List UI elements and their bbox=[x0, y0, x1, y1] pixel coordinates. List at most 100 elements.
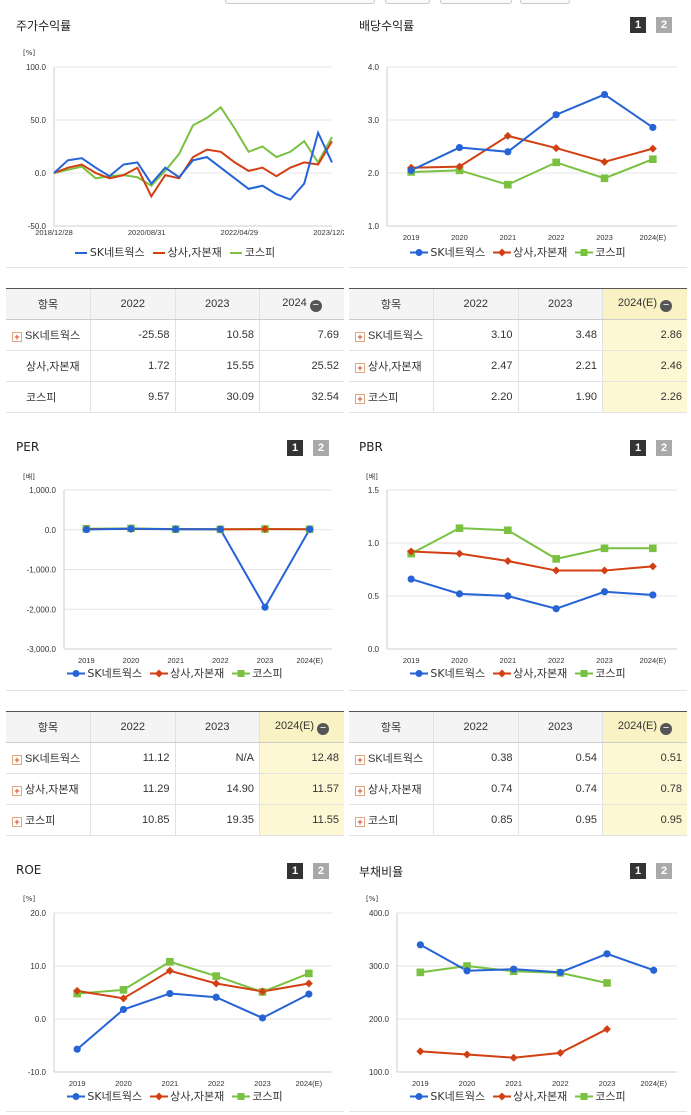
legend-marker bbox=[74, 252, 87, 254]
y-tick-label: -1,000.0 bbox=[27, 566, 57, 575]
expand-plus-icon[interactable]: + bbox=[12, 786, 22, 796]
legend-item-sk: SK네트웍스 bbox=[74, 244, 145, 260]
data-point bbox=[603, 979, 611, 987]
x-tick-label: 2022 bbox=[552, 1079, 569, 1088]
legend-label: 코스피 bbox=[595, 246, 626, 259]
y-tick-label: 20.0 bbox=[30, 909, 46, 918]
row-label-cell: 코스피 bbox=[6, 381, 91, 413]
page-button-1[interactable]: 1 bbox=[630, 17, 646, 33]
expand-plus-icon[interactable]: + bbox=[355, 363, 365, 373]
legend-item-kospi: 코스피 bbox=[232, 1088, 283, 1104]
table-cell: 1.90 bbox=[517, 381, 603, 413]
table-cell: 11.12 bbox=[90, 742, 175, 774]
page-button-2[interactable]: 2 bbox=[656, 863, 672, 879]
x-tick-label: 2022 bbox=[548, 656, 565, 665]
y-tick-label: -2,000.0 bbox=[27, 605, 57, 614]
expand-plus-icon[interactable]: + bbox=[355, 755, 365, 765]
page-button-2[interactable]: 2 bbox=[656, 17, 672, 33]
page-button-2[interactable]: 2 bbox=[313, 863, 329, 879]
data-point bbox=[407, 166, 415, 174]
page-button-2[interactable]: 2 bbox=[656, 440, 672, 456]
table-cell: 12.48 bbox=[259, 742, 344, 774]
series-line-sk bbox=[86, 527, 311, 610]
collapse-icon[interactable]: − bbox=[660, 722, 673, 735]
legend-item-kospi: 코스피 bbox=[229, 244, 275, 260]
data-point bbox=[649, 591, 657, 599]
pbr-panel: PBR 1 2 [배] 1.5 1.0 0.5 0.0 2019 2020 2021 2022… bbox=[349, 431, 687, 691]
x-tick-label: 2018/12/28 bbox=[35, 228, 73, 237]
toolbar-button[interactable] bbox=[440, 0, 512, 4]
roe-chart: 20.0 10.0 0.0 -10.0 2019 2020 2021 2022 2023 2024… bbox=[28, 909, 332, 1088]
data-point bbox=[556, 1048, 565, 1057]
row-label-cell: + SK네트웍스 bbox=[349, 319, 434, 351]
data-point bbox=[600, 588, 609, 596]
table-header-cell: 2024(E) − bbox=[602, 288, 687, 320]
expand-plus-icon[interactable]: + bbox=[355, 786, 365, 796]
data-point bbox=[455, 143, 464, 152]
data-point bbox=[258, 987, 267, 996]
data-point bbox=[600, 566, 609, 575]
page-button-1[interactable]: 1 bbox=[630, 863, 646, 879]
y-tick-label: -50.0 bbox=[28, 222, 47, 231]
data-point bbox=[407, 547, 416, 556]
series-line-sk bbox=[410, 578, 653, 610]
collapse-icon[interactable]: − bbox=[317, 722, 330, 735]
toolbar-button[interactable] bbox=[385, 0, 430, 4]
legend-label: SK네트웍스 bbox=[87, 1090, 143, 1103]
page-button-1[interactable]: 1 bbox=[287, 863, 303, 879]
table-cell: 10.58 bbox=[174, 319, 260, 351]
data-point bbox=[166, 989, 174, 998]
series-line-kospi bbox=[53, 105, 333, 187]
y-unit-label: [%] bbox=[23, 895, 36, 903]
page-button-1[interactable]: 1 bbox=[287, 440, 303, 456]
row-label: 상사,자본재 bbox=[368, 784, 422, 796]
toolbar-button[interactable] bbox=[225, 0, 375, 4]
expand-plus-icon[interactable]: + bbox=[12, 817, 22, 827]
table-cell: 3.48 bbox=[517, 319, 603, 351]
legend-item-sk: SK네트웍스 bbox=[410, 665, 485, 681]
toolbar-button[interactable] bbox=[520, 0, 570, 4]
expand-plus-icon[interactable]: + bbox=[12, 332, 22, 342]
page-button-1[interactable]: 1 bbox=[630, 440, 646, 456]
data-point bbox=[600, 544, 609, 553]
table-header-cell: 항목 bbox=[349, 711, 434, 743]
legend-marker bbox=[410, 247, 429, 260]
x-tick-label: 2022 bbox=[212, 656, 229, 665]
collapse-icon[interactable]: − bbox=[660, 299, 673, 312]
legend-label: 코스피 bbox=[252, 667, 283, 680]
expand-plus-icon[interactable]: + bbox=[355, 394, 365, 404]
panel-title: PER bbox=[16, 440, 40, 454]
data-point bbox=[455, 549, 464, 558]
y-tick-label: 0.0 bbox=[368, 645, 380, 654]
y-tick-label: 0.5 bbox=[368, 592, 380, 601]
table-cell: 11.55 bbox=[259, 804, 344, 836]
chart-legend: SK네트웍스 상사,자본재 코스피 bbox=[349, 665, 687, 681]
table-header-cell: 항목 bbox=[6, 711, 91, 743]
expand-plus-icon[interactable]: + bbox=[12, 755, 22, 765]
data-point bbox=[216, 525, 224, 533]
legend-item-sk: SK네트웍스 bbox=[67, 1088, 142, 1104]
series-line-sangsa bbox=[420, 1028, 608, 1059]
legend-item-kospi: 코스피 bbox=[575, 244, 626, 260]
data-point bbox=[261, 603, 269, 611]
legend-marker bbox=[152, 252, 165, 254]
legend-marker bbox=[493, 247, 512, 260]
x-tick-label: 2024(E) bbox=[296, 656, 323, 665]
data-point bbox=[648, 562, 657, 571]
expand-plus-icon[interactable]: + bbox=[355, 817, 365, 827]
table-row: + SK네트웍스 -25.58 10.58 7.69 bbox=[6, 319, 344, 351]
data-point bbox=[119, 1005, 128, 1014]
y-tick-label: 0.0 bbox=[35, 1015, 47, 1024]
panel-title: PBR bbox=[359, 440, 383, 454]
table-cell: 15.55 bbox=[174, 350, 260, 382]
table-header-cell: 항목 bbox=[349, 288, 434, 320]
y-tick-label: 1.5 bbox=[368, 486, 380, 495]
legend-marker bbox=[575, 1091, 594, 1104]
page-button-2[interactable]: 2 bbox=[313, 440, 329, 456]
price-return-panel: 주가수익률 [%] 100.0 50.0 0.0 -50.0 2018/12/28 202… bbox=[6, 8, 344, 268]
collapse-icon[interactable]: − bbox=[309, 299, 322, 312]
legend-item-kospi: 코스피 bbox=[232, 665, 283, 681]
expand-plus-icon[interactable]: + bbox=[355, 332, 365, 342]
legend-marker bbox=[493, 668, 512, 681]
table-header-cell: 2022 bbox=[433, 711, 518, 743]
